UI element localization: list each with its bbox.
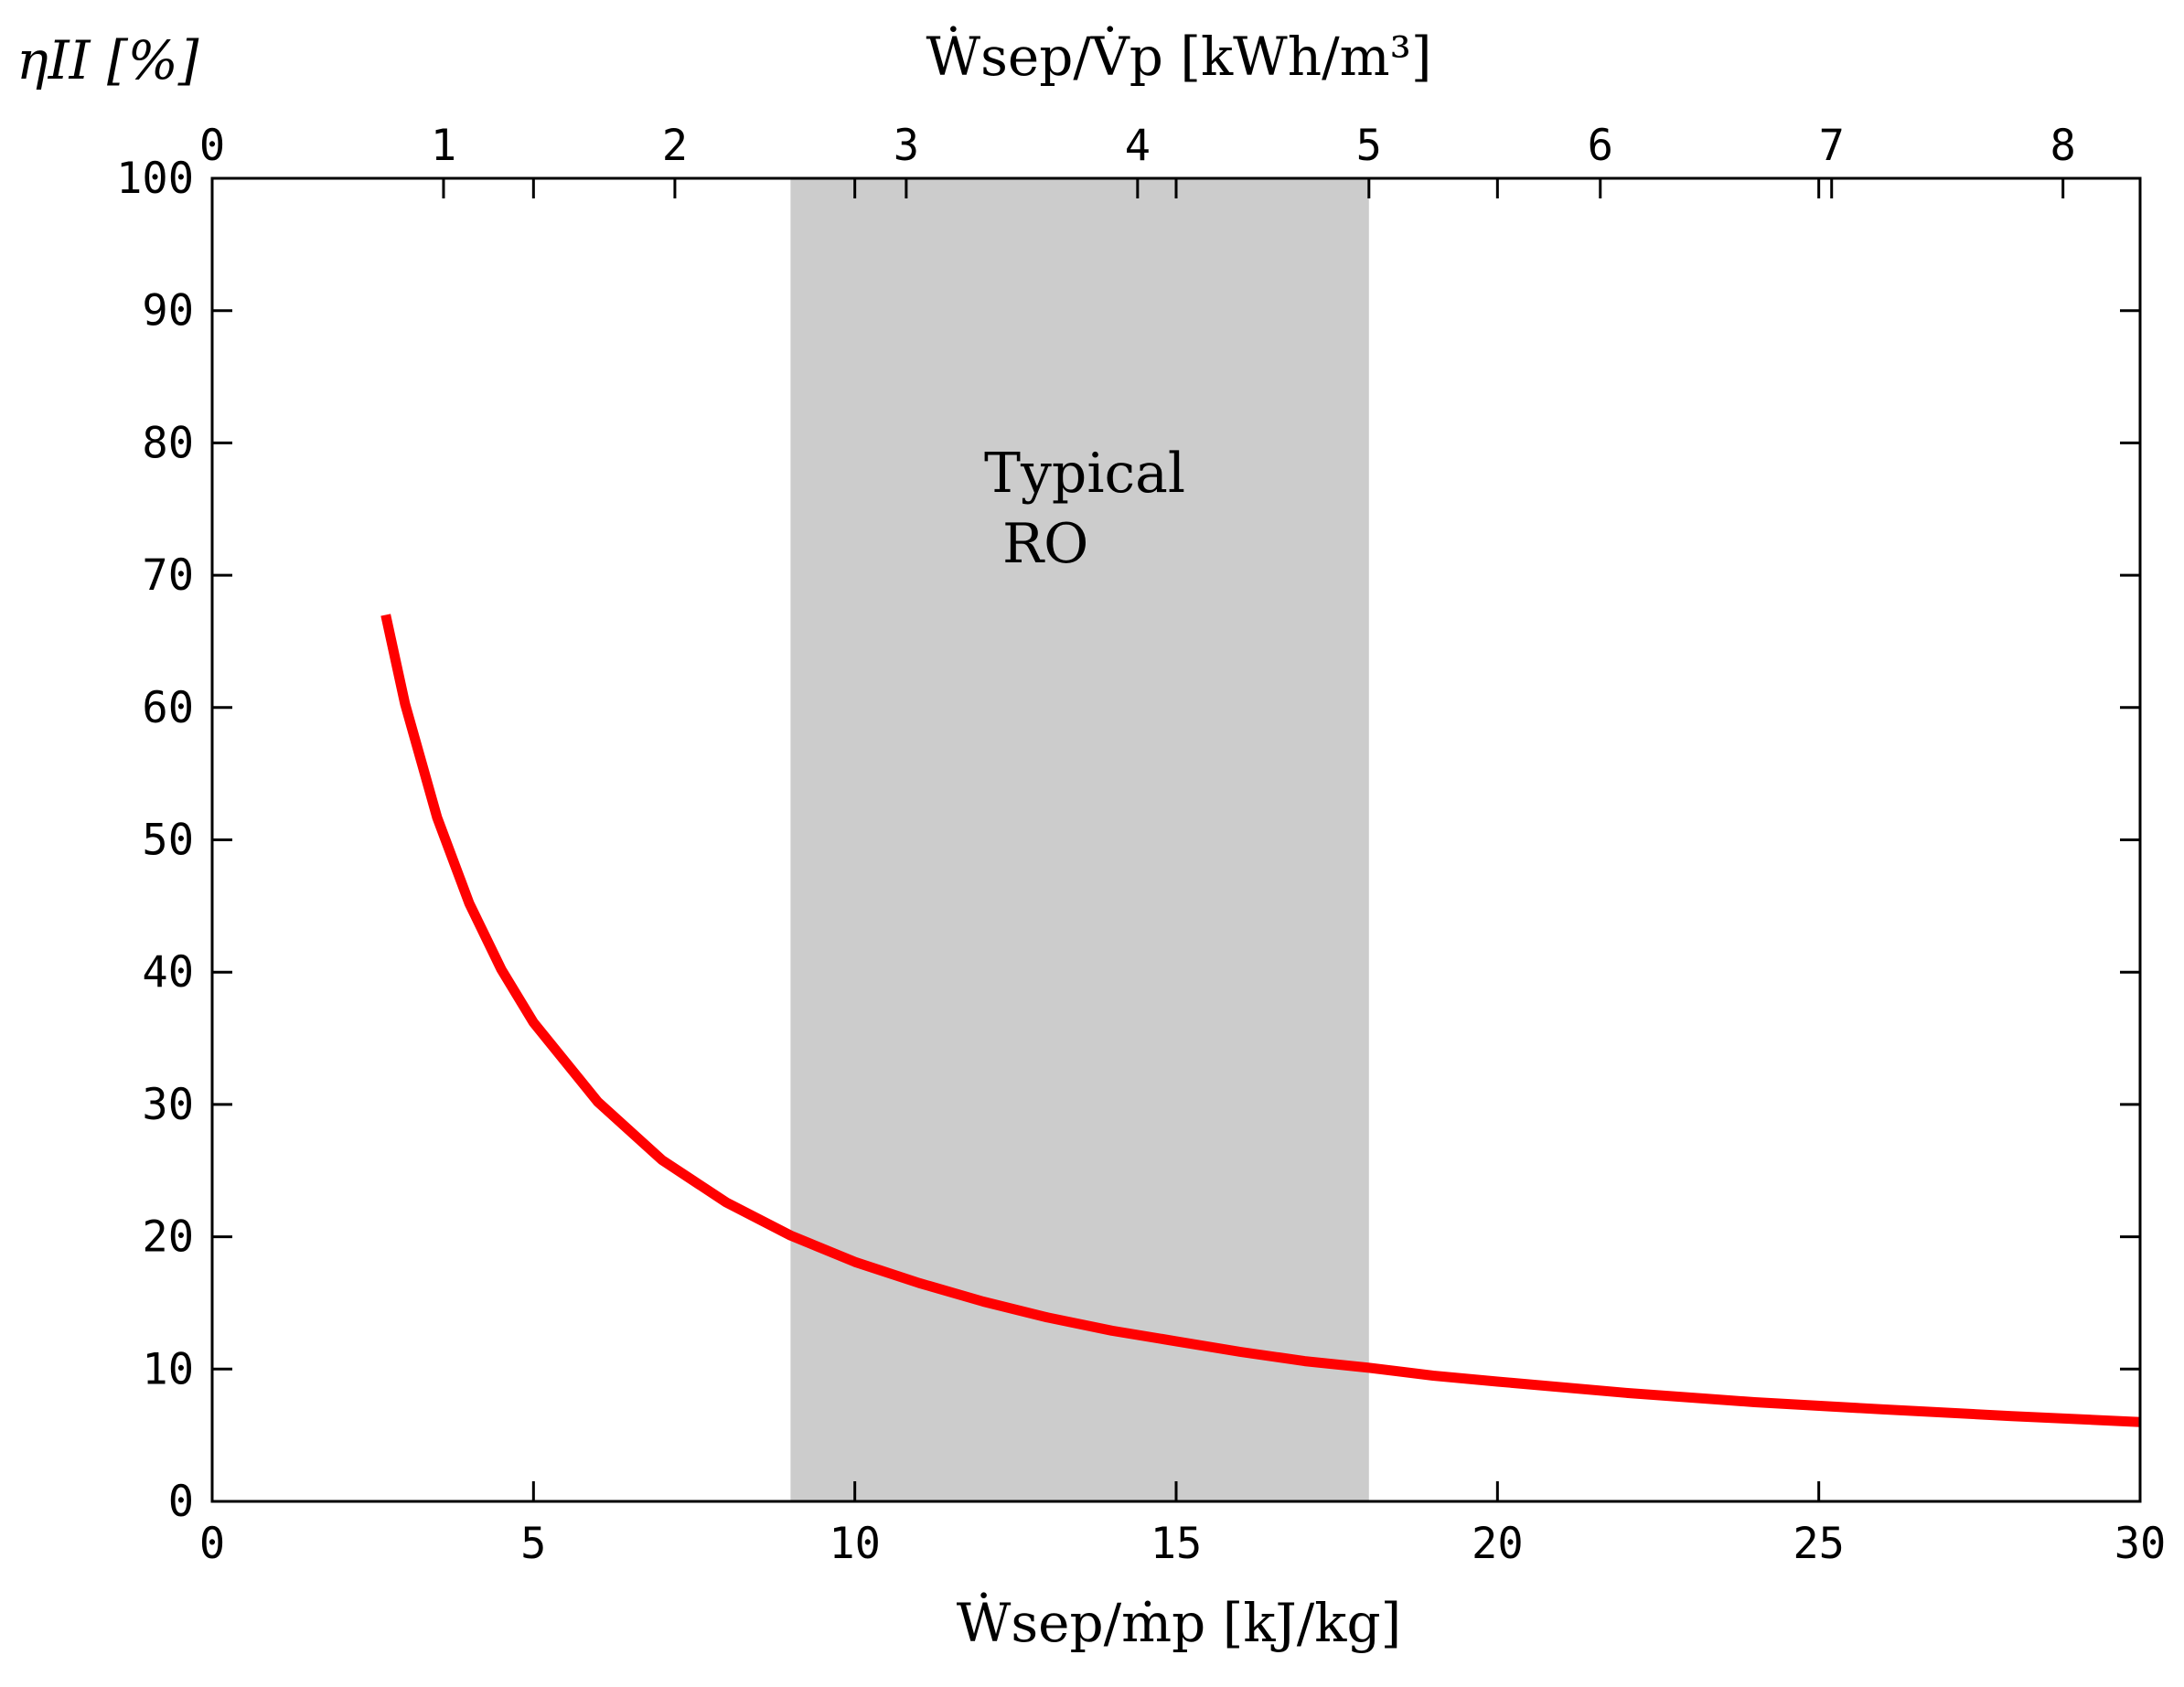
region-label-line-2: RO [1002, 512, 1088, 576]
efficiency-curve [380, 614, 2141, 1427]
x2-tick-label: 4 [1125, 121, 1151, 171]
x2-tick-label: 3 [894, 121, 919, 171]
x-tick-label: 15 [1151, 1519, 1203, 1569]
region-label-line-1: Typical [984, 442, 1185, 506]
y-tick-label: 0 [168, 1477, 194, 1527]
x2-tick-label: 0 [199, 121, 225, 171]
y-tick-label: 100 [116, 154, 194, 204]
x2-tick-label: 7 [1819, 121, 1845, 171]
y-tick-label: 90 [142, 286, 194, 336]
series-layer [380, 614, 2141, 1427]
typical-ro-region [790, 178, 1369, 1501]
x-tick-label: 30 [2114, 1519, 2167, 1569]
x-axis-label: Ẇsep/ṁp [kJ/kg] [957, 1592, 1401, 1654]
y-axis-label: ηII [%] [16, 29, 199, 91]
x2-tick-label: 2 [662, 121, 688, 171]
x2-tick-label: 1 [431, 121, 456, 171]
y-tick-label: 20 [142, 1212, 194, 1263]
x-tick-label: 0 [199, 1519, 225, 1569]
y-tick-label: 80 [142, 418, 194, 468]
ticks-layer [210, 176, 2142, 1503]
y-tick-label: 30 [142, 1080, 194, 1130]
x2-tick-label: 8 [2050, 121, 2076, 171]
top-x-axis-label: Ẇsep/V̇p [kWh/m³] [926, 26, 1432, 88]
y-tick-label: 60 [142, 683, 194, 733]
x-tick-label: 20 [1472, 1519, 1524, 1569]
y-tick-label: 70 [142, 550, 194, 601]
x-tick-label: 5 [520, 1519, 546, 1569]
x2-tick-label: 6 [1588, 121, 1613, 171]
y-tick-label: 10 [142, 1344, 194, 1394]
y-tick-label: 50 [142, 816, 194, 866]
x2-tick-label: 5 [1356, 121, 1382, 171]
x-tick-label: 10 [829, 1519, 881, 1569]
x-tick-label: 25 [1793, 1519, 1845, 1569]
y-tick-label: 40 [142, 947, 194, 998]
